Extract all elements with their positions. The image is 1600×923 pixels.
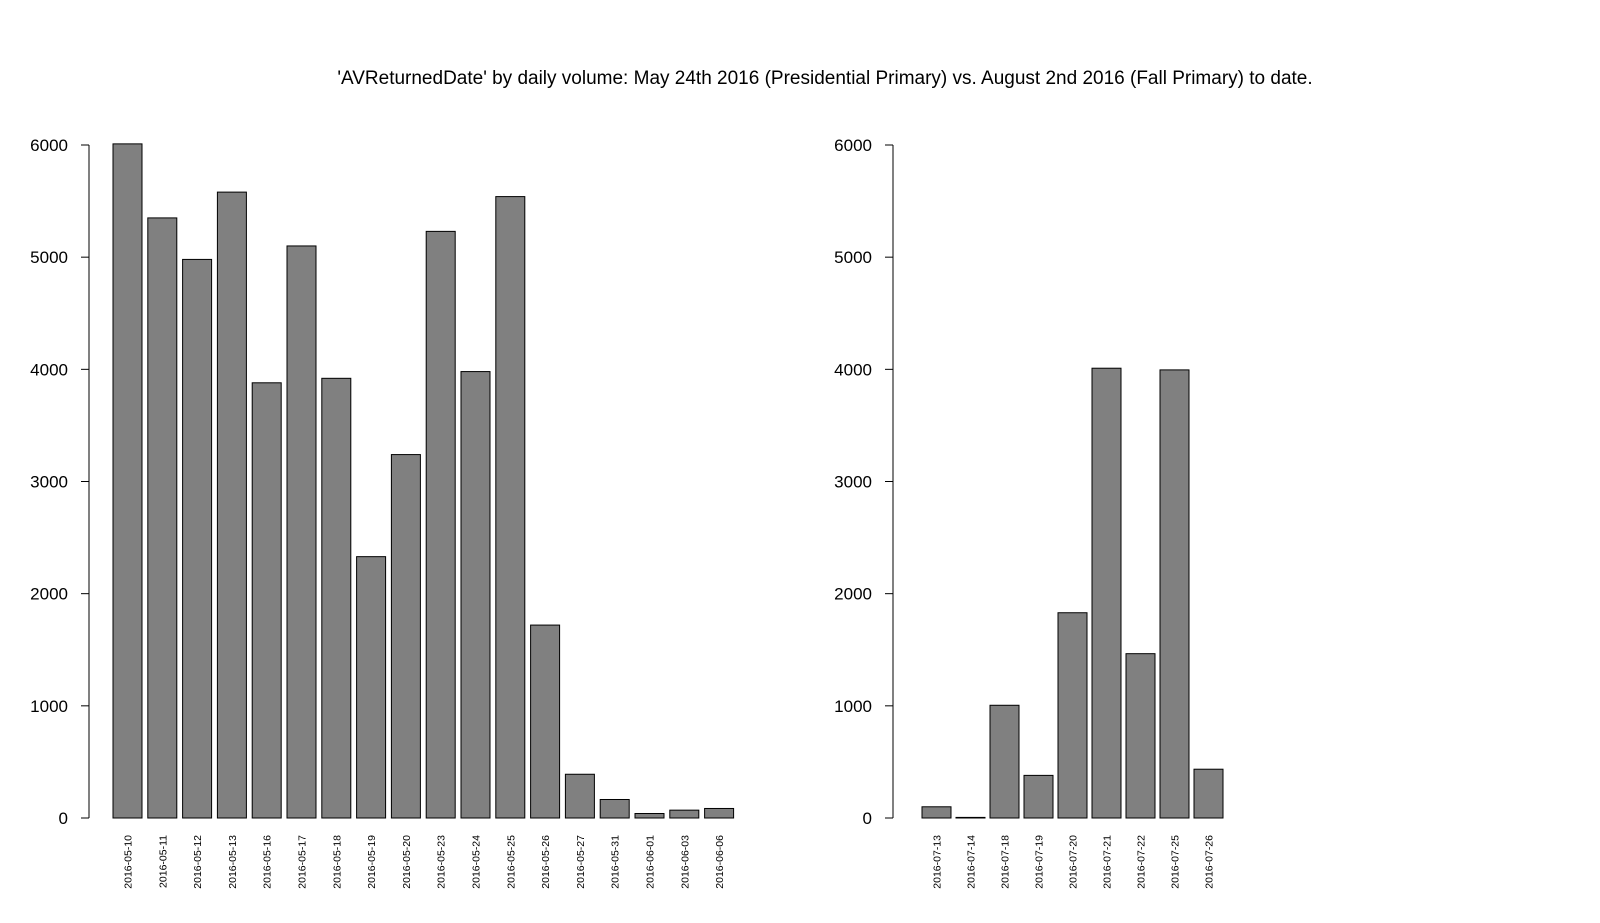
y-tick-label: 6000 (834, 136, 872, 155)
x-tick-label: 2016-05-20 (401, 835, 413, 889)
bar (425, 230, 456, 819)
bar (286, 245, 317, 819)
x-tick-label: 2016-07-13 (932, 835, 944, 889)
bar (704, 807, 735, 819)
y-tick-label: 0 (863, 809, 872, 828)
x-tick-label: 2016-06-06 (714, 835, 726, 889)
bar (495, 196, 526, 819)
bar (321, 377, 352, 819)
bar (251, 382, 282, 819)
bar (1023, 774, 1054, 819)
bar (147, 217, 178, 819)
x-tick-label: 2016-05-19 (366, 835, 378, 889)
y-tick-label: 4000 (30, 360, 68, 379)
bar (216, 191, 247, 819)
x-tick-label: 2016-07-25 (1170, 835, 1182, 889)
x-tick-label: 2016-06-01 (645, 835, 657, 889)
bar (530, 624, 561, 819)
y-tick-label: 6000 (30, 136, 68, 155)
x-tick-label: 2016-05-23 (436, 835, 448, 889)
x-tick-label: 2016-05-16 (262, 835, 274, 889)
x-tick-label: 2016-05-26 (540, 835, 552, 889)
y-tick-label: 2000 (834, 585, 872, 604)
x-tick-label: 2016-05-25 (505, 835, 517, 889)
x-tick-label: 2016-05-10 (123, 835, 135, 889)
bar (921, 806, 952, 819)
bar (634, 813, 665, 819)
x-tick-label: 2016-05-11 (157, 835, 169, 888)
y-tick-label: 0 (59, 809, 68, 828)
x-tick-label: 2016-05-27 (575, 835, 587, 889)
left-bar-chart-panel: 0 1000 2000 3000 4000 5000 6000 2016-05-10 2016-… (30, 136, 735, 889)
bar (356, 556, 387, 819)
y-tick-label: 2000 (30, 585, 68, 604)
bar (955, 816, 986, 819)
x-tick-label: 2016-07-20 (1068, 835, 1080, 889)
x-tick-label: 2016-07-22 (1136, 835, 1148, 889)
bar (989, 704, 1020, 819)
x-tick-label: 2016-06-03 (679, 835, 691, 889)
bar (564, 773, 595, 819)
bar (1125, 653, 1156, 819)
bar (390, 454, 421, 819)
x-tick-label: 2016-05-12 (192, 835, 204, 889)
x-tick-label: 2016-07-21 (1102, 835, 1114, 889)
x-tick-label: 2016-05-24 (471, 835, 483, 889)
bar (669, 809, 700, 819)
x-tick-label: 2016-07-26 (1204, 835, 1216, 889)
y-tick-label: 3000 (30, 473, 68, 492)
y-tick-label: 4000 (834, 360, 872, 379)
y-tick-label: 1000 (834, 697, 872, 716)
x-tick-label: 2016-07-18 (1000, 835, 1012, 889)
bar (1159, 369, 1190, 819)
bar (1091, 367, 1122, 819)
x-tick-label: 2016-05-17 (297, 835, 309, 889)
x-tick-label: 2016-05-18 (331, 835, 343, 889)
bar (112, 143, 143, 819)
x-tick-label: 2016-07-14 (966, 835, 978, 889)
x-tick-label: 2016-05-31 (610, 835, 622, 889)
y-tick-label: 3000 (834, 473, 872, 492)
bar (1057, 612, 1088, 819)
x-tick-label: 2016-05-13 (227, 835, 239, 889)
bar (599, 798, 630, 819)
chart-title: 'AVReturnedDate' by daily volume: May 24… (337, 68, 1312, 89)
y-tick-label: 5000 (834, 248, 872, 267)
x-tick-label: 2016-07-19 (1034, 835, 1046, 889)
bar (182, 258, 213, 819)
y-tick-label: 1000 (30, 697, 68, 716)
y-tick-label: 5000 (30, 248, 68, 267)
bar (1193, 768, 1224, 819)
bar (460, 371, 491, 819)
right-bar-chart-panel: 0 1000 2000 3000 4000 5000 6000 2016-07-13 2016-… (834, 136, 1224, 889)
